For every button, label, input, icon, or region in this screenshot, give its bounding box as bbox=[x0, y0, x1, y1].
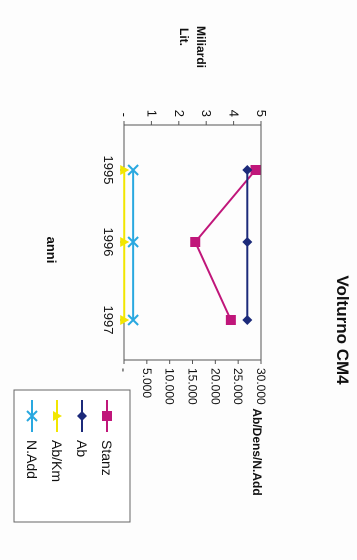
data-point-ab bbox=[242, 315, 253, 325]
right-axis-label-line1: Lit. bbox=[177, 28, 191, 46]
legend-marker-stanz bbox=[102, 411, 112, 421]
right-axis-tick-label: 1 bbox=[144, 110, 159, 117]
left-axis-tick-label: 20.000 bbox=[208, 368, 222, 405]
legend: Stanz Ab Ab/Km N.Add bbox=[24, 400, 115, 482]
right-axis-tick-label: 5 bbox=[254, 110, 269, 117]
left-axis-tick-label: 5.000 bbox=[140, 368, 154, 398]
legend-label-stanz: Stanz bbox=[99, 440, 115, 476]
legend-marker-ab bbox=[77, 411, 87, 421]
x-axis-label: anni bbox=[44, 237, 59, 264]
x-tick-label: 1997 bbox=[101, 306, 116, 335]
data-point-ab-km bbox=[120, 165, 130, 175]
legend-box bbox=[13, 389, 131, 523]
series-layer bbox=[120, 164, 261, 326]
left-axis-tick-label: 25.000 bbox=[231, 368, 245, 405]
x-tick-label: 1996 bbox=[101, 228, 116, 257]
category-labels: 1995 1996 1997 bbox=[101, 156, 124, 335]
right-axis-tick-label: - bbox=[117, 113, 132, 117]
right-axis-ticks: - 1 2 3 4 5 bbox=[117, 110, 269, 125]
x-tick-label: 1995 bbox=[101, 156, 116, 185]
legend-marker-ab-km bbox=[53, 411, 62, 421]
right-axis-tick-label: 3 bbox=[199, 110, 214, 117]
left-axis-ticks: - 5.000 10.000 15.000 20.000 25.000 30.000 bbox=[117, 360, 268, 405]
left-axis-tick-label: 10.000 bbox=[163, 368, 177, 405]
left-axis-tick-label: - bbox=[117, 368, 131, 372]
legend-marker-n-add bbox=[26, 410, 38, 422]
left-axis-tick-label: 15.000 bbox=[186, 368, 200, 405]
data-point-n-add bbox=[127, 236, 139, 248]
right-axis-tick-label: 4 bbox=[227, 110, 242, 117]
chart-rotated-frame: Volturno CM4 Lit. Miliardi Ab/Dens/N.Add… bbox=[13, 26, 352, 523]
data-point-n-add bbox=[127, 314, 139, 326]
data-point-stanz bbox=[225, 315, 236, 325]
left-axis-label: Ab/Dens/N.Add bbox=[250, 408, 264, 495]
legend-label-ab: Ab bbox=[74, 440, 90, 457]
data-point-stanz bbox=[250, 165, 261, 175]
data-point-ab bbox=[242, 237, 253, 247]
data-point-ab bbox=[242, 165, 253, 175]
legend-label-n-add: N.Add bbox=[24, 440, 40, 479]
data-point-ab-km bbox=[120, 237, 130, 247]
legend-label-ab-km: Ab/Km bbox=[49, 440, 65, 482]
data-point-n-add bbox=[127, 164, 139, 176]
right-axis-label-line2: Miliardi bbox=[194, 26, 208, 68]
data-point-stanz bbox=[190, 237, 201, 247]
right-axis-tick-label: 2 bbox=[172, 110, 187, 117]
left-axis-tick-label: 30.000 bbox=[254, 368, 268, 405]
chart-title: Volturno CM4 bbox=[333, 275, 352, 385]
data-point-ab-km bbox=[120, 315, 130, 325]
